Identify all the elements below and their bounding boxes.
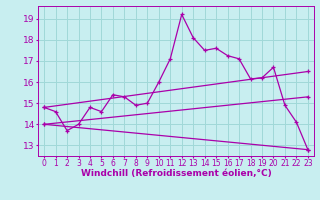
X-axis label: Windchill (Refroidissement éolien,°C): Windchill (Refroidissement éolien,°C) [81, 169, 271, 178]
